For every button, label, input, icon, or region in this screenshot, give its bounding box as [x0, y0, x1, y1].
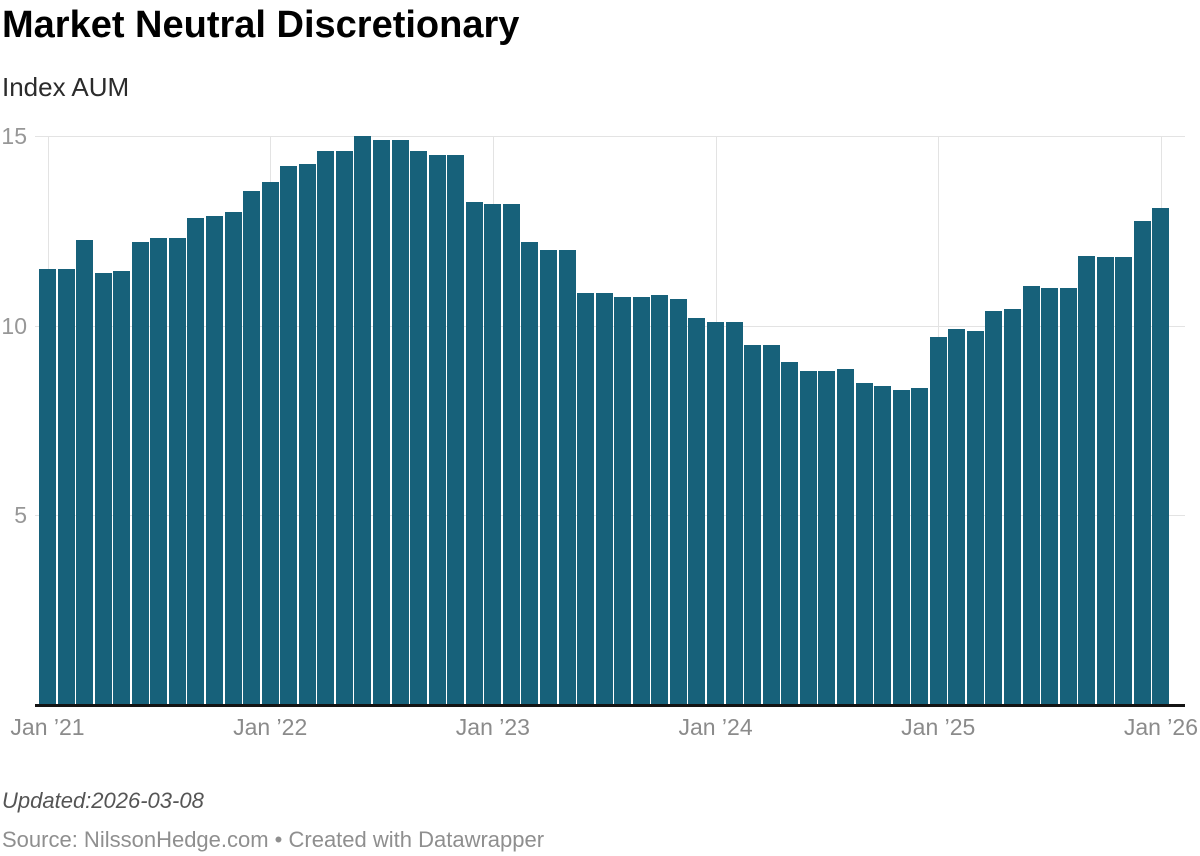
bar[interactable]	[410, 151, 428, 705]
bar[interactable]	[707, 321, 725, 705]
bar[interactable]	[94, 272, 112, 705]
chart-subtitle: Index AUM	[2, 72, 130, 102]
bar[interactable]	[150, 238, 168, 705]
bar[interactable]	[855, 382, 873, 705]
bar[interactable]	[521, 242, 539, 705]
bar[interactable]	[1022, 285, 1040, 705]
bar[interactable]	[502, 204, 520, 705]
bar[interactable]	[595, 293, 613, 705]
bar[interactable]	[447, 154, 465, 705]
bar[interactable]	[1096, 257, 1114, 705]
bar[interactable]	[651, 295, 669, 705]
bar[interactable]	[131, 242, 149, 705]
bar[interactable]	[762, 344, 780, 705]
bar[interactable]	[76, 240, 94, 705]
plot-area	[35, 136, 1185, 705]
y-tick-label: 15	[1, 123, 27, 149]
bar[interactable]	[354, 136, 372, 705]
bar[interactable]	[1115, 257, 1133, 705]
bar[interactable]	[280, 166, 298, 705]
bar[interactable]	[261, 181, 279, 705]
bar[interactable]	[966, 331, 984, 705]
y-tick-label: 5	[14, 502, 27, 529]
bar[interactable]	[874, 386, 892, 705]
bar[interactable]	[669, 299, 687, 705]
bar[interactable]	[911, 388, 929, 705]
bar[interactable]	[892, 390, 910, 705]
bar[interactable]	[187, 217, 205, 705]
bar[interactable]	[985, 310, 1003, 705]
x-tick-label: Jan ’23	[455, 714, 530, 740]
bar[interactable]	[1078, 255, 1096, 705]
bar[interactable]	[540, 249, 558, 705]
bar[interactable]	[39, 268, 56, 705]
bar[interactable]	[317, 151, 335, 705]
bar[interactable]	[781, 361, 799, 705]
updated-note: Updated:2026-03-08	[2, 788, 204, 813]
bar[interactable]	[335, 151, 353, 705]
x-tick-label: Jan ’26	[1123, 714, 1198, 740]
bar[interactable]	[391, 139, 409, 705]
source-line: Source: NilssonHedge.com • Created with …	[2, 827, 545, 852]
bar[interactable]	[373, 139, 391, 705]
x-axis-line	[35, 704, 1185, 707]
bar[interactable]	[1041, 287, 1059, 705]
bar[interactable]	[577, 293, 595, 705]
bar[interactable]	[632, 297, 650, 705]
bar[interactable]	[1152, 208, 1170, 705]
bar[interactable]	[688, 318, 706, 705]
x-tick-label: Jan ’21	[10, 714, 85, 740]
bar[interactable]	[836, 369, 854, 705]
bar[interactable]	[558, 249, 576, 705]
h-gridline	[35, 136, 1185, 137]
bar[interactable]	[1059, 287, 1077, 705]
bar[interactable]	[298, 164, 316, 705]
chart-title: Market Neutral Discretionary	[2, 4, 520, 46]
bar[interactable]	[224, 211, 242, 705]
bar[interactable]	[818, 371, 836, 705]
bar[interactable]	[744, 344, 762, 705]
bar[interactable]	[614, 297, 632, 705]
bar[interactable]	[168, 238, 186, 705]
bar[interactable]	[428, 154, 446, 705]
bar[interactable]	[799, 371, 817, 705]
bar[interactable]	[113, 270, 131, 705]
bar[interactable]	[948, 329, 966, 705]
bar[interactable]	[725, 321, 743, 705]
bar[interactable]	[1003, 308, 1021, 705]
y-tick-label: 10	[1, 312, 27, 339]
bar[interactable]	[57, 268, 75, 705]
chart: Market Neutral Discretionary Index AUM 1…	[1, 4, 1198, 740]
x-tick-label: Jan ’22	[233, 714, 308, 740]
bar[interactable]	[484, 204, 502, 705]
x-tick-label: Jan ’24	[678, 714, 753, 740]
bar[interactable]	[465, 202, 483, 705]
bar[interactable]	[929, 337, 947, 705]
bar[interactable]	[243, 191, 261, 705]
x-tick-label: Jan ’25	[901, 714, 976, 740]
bar[interactable]	[206, 215, 223, 705]
bar[interactable]	[1133, 221, 1151, 705]
